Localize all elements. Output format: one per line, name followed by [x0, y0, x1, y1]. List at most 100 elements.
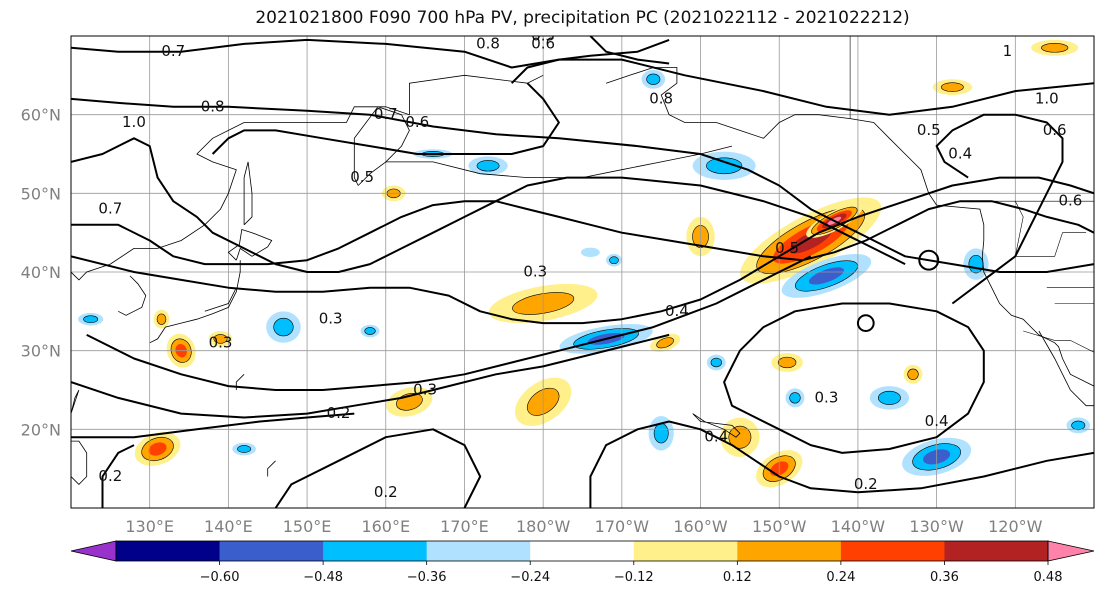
pv-contour-label: 0.5 [917, 121, 941, 139]
precipitation-region [153, 309, 170, 329]
pv-contour-line [101, 444, 135, 508]
political-border [1023, 330, 1094, 353]
colorbar-extend-low [70, 540, 117, 562]
precipitation-band [907, 368, 919, 380]
longitude-label: 130°W [909, 517, 964, 536]
precipitation-region [208, 331, 233, 347]
pv-contour-label: 0.3 [523, 263, 547, 281]
precipitation-region [78, 312, 104, 326]
pv-contour-label: 0.2 [374, 483, 398, 501]
pv-contour-labels: 0.70.81.00.70.7 0.60.50.8 0.50.60.80.30.30… [98, 27, 1082, 501]
precipitation-region [360, 324, 380, 338]
pv-contour-label: 0.2 [327, 404, 351, 422]
longitude-label: 140°W [831, 517, 886, 536]
precipitation-region [932, 79, 973, 95]
pv-contour-closed [918, 249, 940, 271]
latitude-label: 50°N [21, 184, 61, 203]
precipitation-band [83, 315, 99, 324]
precipitation-region [606, 253, 622, 267]
latitude-label: 60°N [21, 106, 61, 125]
pv-contour-line [71, 333, 670, 419]
longitude-labels: 130°E 140°E 150°E 160°E 170°E 180°W 170°W 160°W… [125, 517, 1042, 536]
pv-contour-label: 0.8 [201, 97, 225, 115]
longitude-label: 150°W [752, 517, 807, 536]
pv-contour-line [86, 255, 812, 391]
pv-contour-label: 0.7 [161, 42, 185, 60]
pv-contour-label: 0.3 [815, 388, 839, 406]
precipitation-band [940, 82, 964, 92]
precipitation-band [364, 327, 376, 335]
coastline [149, 260, 241, 344]
pv-contour-label: 0.3 [209, 333, 233, 351]
longitude-label: 140°E [204, 517, 253, 536]
pv-contour-label: 0.6 [1058, 192, 1082, 210]
latitude-label: 40°N [21, 263, 61, 282]
latitude-label: 20°N [21, 420, 61, 439]
colorbar-segment [633, 541, 738, 561]
pv-contour-line [71, 412, 355, 439]
coastline [605, 67, 1094, 387]
precipitation-band [476, 160, 500, 172]
longitude-label: 160°E [361, 517, 410, 536]
coastline [71, 389, 80, 414]
precipitation-band [777, 356, 797, 369]
colorbar-segment [944, 541, 1049, 561]
colorbar-segment [530, 541, 635, 561]
coastline [118, 275, 147, 316]
pv-contour-label: 0.5 [531, 27, 555, 45]
colorbar-segment [840, 541, 945, 561]
longitude-label: 160°W [673, 517, 728, 536]
map-title: 2021021800 F090 700 hPa PV, precipitatio… [255, 8, 910, 28]
pv-contours [71, 36, 1094, 508]
longitude-label: 150°E [283, 517, 332, 536]
precipitation-region [963, 248, 989, 280]
pv-contour-line [589, 420, 1094, 508]
precipitation-region [771, 353, 803, 372]
pv-contour-label: 0.5 [350, 168, 374, 186]
precipitation-region [266, 311, 301, 343]
precipitation-region [869, 386, 910, 410]
precipitation-region [903, 364, 923, 384]
precipitation-region [1031, 39, 1079, 56]
pv-contour-label: 1.0 [122, 113, 146, 131]
pv-contour-line [935, 113, 1064, 305]
longitude-label: 180°W [516, 517, 571, 536]
coastline [692, 413, 741, 438]
pv-contour-label: 0.6 [531, 34, 555, 52]
precipitation-band [213, 334, 228, 344]
precipitation-region [692, 151, 756, 180]
precipitation-region [720, 417, 760, 457]
precipitation-band [273, 317, 294, 337]
pv-contour-line [71, 200, 1094, 266]
precipitation-region [785, 388, 805, 408]
pv-contour-label: 0.5 [775, 239, 799, 257]
pv-contour-line [71, 176, 1094, 325]
pv-contour-label: 0.4 [925, 412, 949, 430]
pv-contour-label: 0.7 [98, 200, 122, 218]
longitude-label: 170°E [440, 517, 489, 536]
precipitation-region [1066, 417, 1091, 434]
precipitation-band [609, 256, 619, 265]
precipitation-band [789, 392, 801, 404]
pv-contour-line [723, 302, 985, 454]
pv-contour-line [510, 38, 670, 84]
precipitation-band [1071, 420, 1086, 431]
latitude-label: 30°N [21, 342, 61, 361]
colorbar-segment [426, 541, 531, 561]
colorbar: −0.60 −0.48 −0.36 −0.24 −0.12 0.12 0.24 0.36 0.4… [70, 540, 1095, 585]
map-gridlines [71, 36, 1094, 508]
colorbar-tick-label: −0.48 [303, 570, 343, 585]
colorbar-tick-label: −0.60 [200, 570, 240, 585]
precipitation-region [706, 354, 726, 371]
pv-contour-line [274, 428, 482, 508]
colorbar-tick-label: 0.36 [930, 570, 959, 585]
precipitation-region [641, 69, 666, 89]
pv-contour-line [71, 137, 906, 273]
precipitation-band [877, 390, 901, 405]
pv-contour-label: 0.4 [948, 145, 972, 163]
pv-contour-line [211, 82, 560, 155]
pv-contour-label: 1 [1003, 42, 1013, 60]
colorbar-tick-label: −0.12 [614, 570, 654, 585]
pv-contour-label: 0.6 [1043, 121, 1067, 139]
